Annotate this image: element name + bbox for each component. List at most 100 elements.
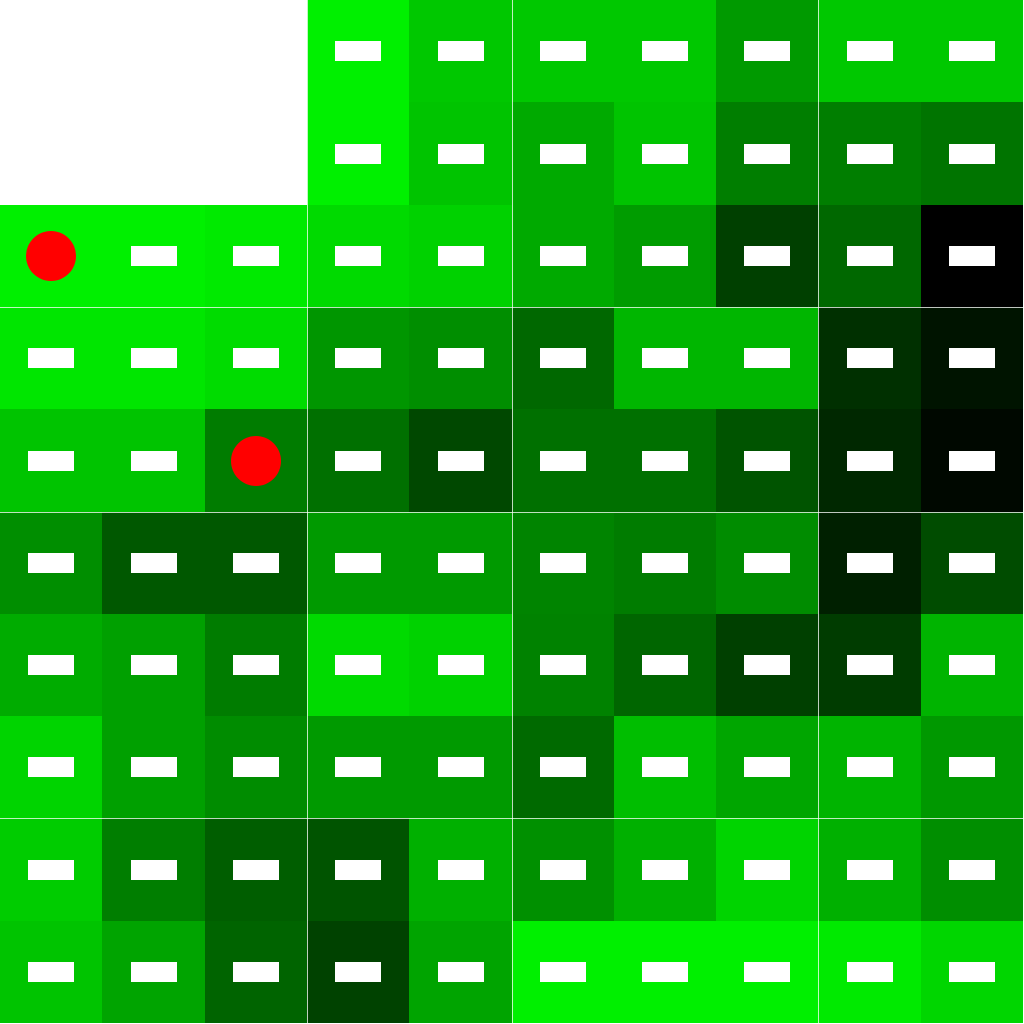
tile-r9-c9[interactable] <box>921 921 1023 1023</box>
tile-r7-c8[interactable] <box>818 716 921 818</box>
tile-r9-c3[interactable] <box>307 921 409 1023</box>
tile-r2-c0[interactable] <box>0 205 102 307</box>
tile-r3-c7[interactable] <box>716 307 818 409</box>
tile-r9-c7[interactable] <box>716 921 818 1023</box>
tile-r5-c4[interactable] <box>409 512 512 614</box>
tile-r8-c5[interactable] <box>512 818 614 921</box>
tile-r7-c7[interactable] <box>716 716 818 818</box>
tile-r8-c9[interactable] <box>921 818 1023 921</box>
tile-r8-c7[interactable] <box>716 818 818 921</box>
tile-r9-c0[interactable] <box>0 921 102 1023</box>
tile-r2-c5[interactable] <box>512 205 614 307</box>
tile-r4-c7[interactable] <box>716 409 818 512</box>
tile-r9-c2[interactable] <box>205 921 307 1023</box>
tile-r9-c8[interactable] <box>818 921 921 1023</box>
tile-r5-c7[interactable] <box>716 512 818 614</box>
tile-marker <box>233 246 279 266</box>
tile-r0-c8[interactable] <box>818 0 921 102</box>
tile-r3-c1[interactable] <box>102 307 205 409</box>
tile-r6-c4[interactable] <box>409 614 512 716</box>
tile-r2-c7[interactable] <box>716 205 818 307</box>
tile-r8-c4[interactable] <box>409 818 512 921</box>
tile-r4-c6[interactable] <box>614 409 716 512</box>
tile-r3-c6[interactable] <box>614 307 716 409</box>
tile-r2-c9[interactable] <box>921 205 1023 307</box>
tile-r0-c5[interactable] <box>512 0 614 102</box>
tile-r3-c3[interactable] <box>307 307 409 409</box>
tile-r8-c8[interactable] <box>818 818 921 921</box>
tile-r1-c8[interactable] <box>818 102 921 205</box>
tile-r6-c3[interactable] <box>307 614 409 716</box>
tile-r5-c3[interactable] <box>307 512 409 614</box>
tile-r7-c3[interactable] <box>307 716 409 818</box>
tile-marker <box>642 655 688 675</box>
tile-r0-c4[interactable] <box>409 0 512 102</box>
tile-r6-c1[interactable] <box>102 614 205 716</box>
tile-r6-c8[interactable] <box>818 614 921 716</box>
tile-r2-c6[interactable] <box>614 205 716 307</box>
tile-r6-c2[interactable] <box>205 614 307 716</box>
tile-r6-c6[interactable] <box>614 614 716 716</box>
tile-r8-c0[interactable] <box>0 818 102 921</box>
tile-r8-c1[interactable] <box>102 818 205 921</box>
tile-r1-c4[interactable] <box>409 102 512 205</box>
player-token[interactable] <box>26 231 76 281</box>
tile-r6-c9[interactable] <box>921 614 1023 716</box>
tile-r2-c4[interactable] <box>409 205 512 307</box>
tile-r4-c0[interactable] <box>0 409 102 512</box>
tile-r7-c6[interactable] <box>614 716 716 818</box>
tile-r8-c3[interactable] <box>307 818 409 921</box>
tile-r1-c5[interactable] <box>512 102 614 205</box>
tile-r0-c3[interactable] <box>307 0 409 102</box>
tile-r7-c9[interactable] <box>921 716 1023 818</box>
tile-r4-c9[interactable] <box>921 409 1023 512</box>
tile-r5-c9[interactable] <box>921 512 1023 614</box>
tile-r6-c5[interactable] <box>512 614 614 716</box>
tile-r3-c4[interactable] <box>409 307 512 409</box>
tile-r9-c1[interactable] <box>102 921 205 1023</box>
tile-r7-c4[interactable] <box>409 716 512 818</box>
tile-r4-c5[interactable] <box>512 409 614 512</box>
tile-r1-c9[interactable] <box>921 102 1023 205</box>
tile-r2-c8[interactable] <box>818 205 921 307</box>
tile-marker <box>438 348 484 368</box>
tile-r6-c0[interactable] <box>0 614 102 716</box>
tile-r5-c1[interactable] <box>102 512 205 614</box>
tile-r4-c4[interactable] <box>409 409 512 512</box>
tile-r9-c6[interactable] <box>614 921 716 1023</box>
tile-r4-c1[interactable] <box>102 409 205 512</box>
tile-r9-c4[interactable] <box>409 921 512 1023</box>
tile-r4-c8[interactable] <box>818 409 921 512</box>
tile-r7-c0[interactable] <box>0 716 102 818</box>
tile-r5-c8[interactable] <box>818 512 921 614</box>
tile-r2-c2[interactable] <box>205 205 307 307</box>
tile-r0-c7[interactable] <box>716 0 818 102</box>
tile-r4-c3[interactable] <box>307 409 409 512</box>
tile-r3-c8[interactable] <box>818 307 921 409</box>
tile-r7-c1[interactable] <box>102 716 205 818</box>
tile-r5-c6[interactable] <box>614 512 716 614</box>
tile-r1-c3[interactable] <box>307 102 409 205</box>
tile-r0-c6[interactable] <box>614 0 716 102</box>
tile-r3-c9[interactable] <box>921 307 1023 409</box>
tile-r2-c3[interactable] <box>307 205 409 307</box>
tile-r2-c1[interactable] <box>102 205 205 307</box>
tile-marker <box>949 553 995 573</box>
tile-r4-c2[interactable] <box>205 409 307 512</box>
tile-r7-c5[interactable] <box>512 716 614 818</box>
tile-r6-c7[interactable] <box>716 614 818 716</box>
tile-r9-c5[interactable] <box>512 921 614 1023</box>
tile-r5-c0[interactable] <box>0 512 102 614</box>
tile-r3-c5[interactable] <box>512 307 614 409</box>
tile-r7-c2[interactable] <box>205 716 307 818</box>
tile-r1-c6[interactable] <box>614 102 716 205</box>
tile-r5-c2[interactable] <box>205 512 307 614</box>
tile-r1-c7[interactable] <box>716 102 818 205</box>
tile-r8-c2[interactable] <box>205 818 307 921</box>
tile-r3-c0[interactable] <box>0 307 102 409</box>
tile-r5-c5[interactable] <box>512 512 614 614</box>
tile-r8-c6[interactable] <box>614 818 716 921</box>
player-token[interactable] <box>231 436 281 486</box>
tile-r0-c9[interactable] <box>921 0 1023 102</box>
tile-r3-c2[interactable] <box>205 307 307 409</box>
